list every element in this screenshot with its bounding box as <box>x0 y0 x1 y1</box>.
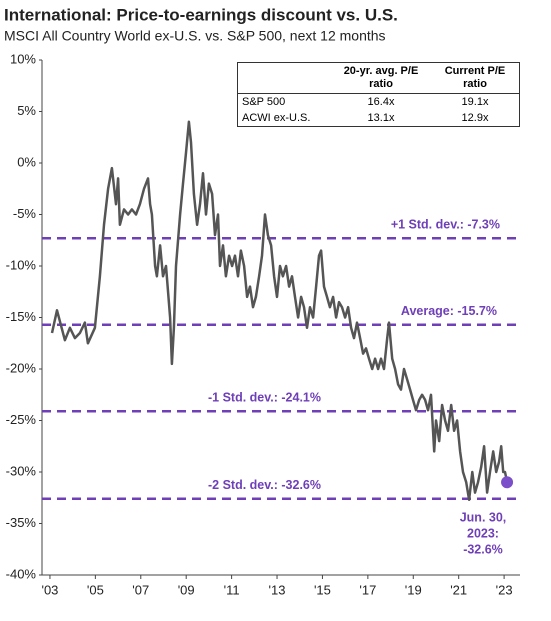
y-tick-label: -15% <box>6 309 37 324</box>
header-cell: 20-yr. avg. P/E ratio <box>343 65 419 90</box>
cell: S&P 500 <box>237 93 331 110</box>
chart-title: International: Price-to-earnings discoun… <box>4 5 398 24</box>
cell: ACWI ex-U.S. <box>242 112 311 124</box>
annotation: -32.6% <box>463 542 503 556</box>
pe-table: 20-yr. avg. P/E ratio Current P/E ratio … <box>237 62 520 127</box>
y-tick-label: 0% <box>17 154 36 169</box>
reference-label: -2 Std. dev.: -32.6% <box>208 478 321 492</box>
cell: 13.1x <box>367 112 395 124</box>
cell: 16.4x <box>331 93 431 110</box>
chart-subtitle: MSCI All Country World ex-U.S. vs. S&P 5… <box>4 28 386 44</box>
table-header: 20-yr. avg. P/E ratio Current P/E ratio <box>238 63 520 94</box>
x-tick-label: '13 <box>269 582 286 597</box>
reference-label: -1 Std. dev.: -24.1% <box>208 391 321 405</box>
x-tick-label: '09 <box>178 582 195 597</box>
header-cell <box>238 63 332 94</box>
reference-label: Average: -15.7% <box>401 304 497 318</box>
annotation: Jun. 30, <box>460 510 507 524</box>
x-tick-label: '21 <box>450 582 467 597</box>
table-row: S&P 500 16.4x 19.1x <box>237 93 520 110</box>
table-row: ACWI ex-U.S. 13.1x 12.9x <box>238 110 520 127</box>
x-tick-label: '05 <box>87 582 104 597</box>
y-tick-label: -10% <box>6 257 37 272</box>
y-tick-label: -25% <box>6 412 37 427</box>
cell: 19.1x <box>431 93 520 110</box>
x-tick-label: '03 <box>41 582 58 597</box>
annotation: 2023: <box>467 526 499 540</box>
y-tick-label: -40% <box>6 566 37 581</box>
y-tick-label: 5% <box>17 103 36 118</box>
end-marker <box>501 476 514 489</box>
y-tick-label: -5% <box>13 206 37 221</box>
x-tick-label: '23 <box>496 582 513 597</box>
x-tick-label: '17 <box>359 582 376 597</box>
x-tick-label: '15 <box>314 582 331 597</box>
x-tick-label: '11 <box>224 582 240 597</box>
x-tick-label: '19 <box>405 582 422 597</box>
series-line <box>50 120 509 502</box>
reference-label: +1 Std. dev.: -7.3% <box>391 217 500 231</box>
y-tick-label: -30% <box>6 463 37 478</box>
y-tick-label: 10% <box>10 51 36 66</box>
header-cell: Current P/E ratio <box>444 65 506 90</box>
x-tick-label: '07 <box>132 582 149 597</box>
cell: 12.9x <box>461 112 489 124</box>
y-tick-label: -35% <box>6 515 37 530</box>
y-tick-label: -20% <box>6 360 37 375</box>
